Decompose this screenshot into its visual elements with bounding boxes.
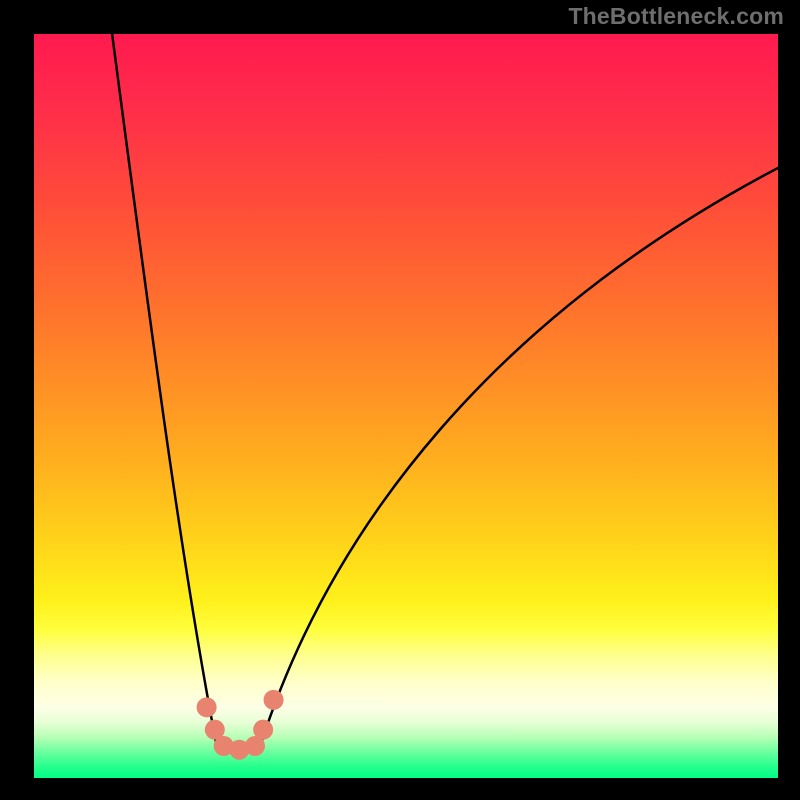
gradient-background [34,34,778,778]
bottleneck-chart-svg [34,34,778,778]
watermark-text: TheBottleneck.com [568,3,784,30]
curve-marker [253,720,273,740]
curve-marker [197,697,217,717]
curve-marker [264,690,284,710]
chart-container: TheBottleneck.com [0,0,800,800]
plot-region [34,34,778,778]
